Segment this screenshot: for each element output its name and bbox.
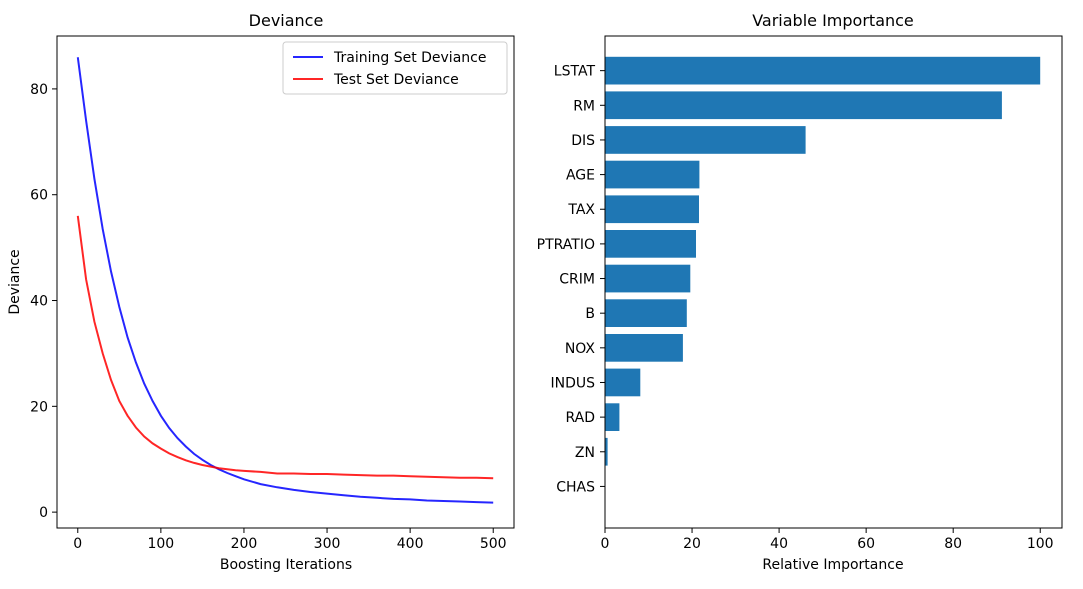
importance-x-tick-label: 100 — [1027, 536, 1054, 552]
deviance-axes-frame — [56, 35, 515, 529]
importance-category-label: AGE — [566, 168, 595, 184]
importance-bar-rad — [605, 403, 620, 431]
importance-bar-ptratio — [605, 230, 696, 258]
importance-category-label: NOX — [565, 341, 596, 357]
importance-bar-dis — [605, 126, 806, 154]
importance-category-label: CHAS — [556, 479, 595, 495]
legend-label-test: Test Set Deviance — [333, 72, 459, 88]
deviance-plot-area: 0 100 200 300 400 500 0 20 40 60 80 — [30, 57, 507, 552]
importance-bar-lstat — [605, 56, 1041, 85]
importance-bar-b — [605, 299, 687, 327]
importance-chart-title: Variable Importance — [752, 11, 914, 30]
importance-bar-tax — [605, 195, 699, 224]
importance-x-axis-label: Relative Importance — [762, 557, 903, 573]
deviance-x-tick-label: 300 — [314, 536, 341, 552]
importance-x-tick-label: 80 — [944, 536, 962, 552]
deviance-x-tick-label: 500 — [480, 536, 507, 552]
deviance-y-tick-label: 20 — [30, 399, 48, 415]
deviance-chart-title: Deviance — [249, 11, 324, 30]
deviance-x-tick-label: 0 — [73, 536, 82, 552]
legend-label-training: Training Set Deviance — [333, 50, 486, 66]
importance-x-tick-label: 20 — [683, 536, 701, 552]
importance-category-label: RAD — [565, 410, 595, 426]
deviance-x-tick-label: 200 — [231, 536, 258, 552]
importance-category-label: TAX — [567, 202, 595, 218]
deviance-y-tick-label: 0 — [39, 505, 48, 521]
importance-category-label: INDUS — [550, 375, 595, 391]
importance-category-label: DIS — [571, 133, 595, 149]
deviance-panel: Deviance 0 100 200 300 400 500 0 20 40 60 80 Boost… — [7, 11, 515, 573]
importance-bar-rm — [605, 91, 1002, 120]
deviance-y-tick-label: 80 — [30, 82, 48, 98]
deviance-legend: Training Set Deviance Test Set Deviance — [282, 41, 508, 95]
importance-category-label: RM — [573, 98, 595, 114]
importance-category-label: PTRATIO — [537, 237, 595, 253]
deviance-y-tick-label: 60 — [30, 188, 48, 204]
importance-x-tick-label: 40 — [770, 536, 788, 552]
importance-category-label: LSTAT — [554, 64, 596, 80]
deviance-x-tick-label: 100 — [147, 536, 174, 552]
deviance-y-tick-label: 40 — [30, 294, 48, 310]
importance-x-tick-label: 60 — [857, 536, 875, 552]
importance-panel: Variable Importance 0 20 40 60 80 100 LSTAT RM D… — [537, 11, 1063, 573]
legend-box — [282, 41, 508, 95]
training-deviance-line — [76, 57, 494, 504]
importance-bar-age — [605, 160, 700, 189]
importance-bar-nox — [605, 334, 683, 362]
importance-plot-area: 0 20 40 60 80 100 LSTAT RM DIS AGE TAX PTRATIO CRIM B… — [537, 56, 1054, 552]
deviance-x-tick-label: 400 — [397, 536, 424, 552]
importance-bar-crim — [605, 264, 691, 293]
importance-bar-indus — [605, 368, 641, 397]
importance-bar-zn — [605, 437, 608, 466]
importance-axes-frame — [604, 35, 1063, 529]
deviance-x-axis-label: Boosting Iterations — [220, 557, 352, 573]
importance-category-label: B — [585, 306, 595, 322]
importance-category-label: ZN — [575, 445, 595, 461]
importance-x-tick-label: 0 — [601, 536, 610, 552]
test-deviance-line — [76, 215, 494, 480]
importance-category-label: CRIM — [559, 272, 595, 288]
deviance-y-axis-label: Deviance — [7, 249, 23, 314]
